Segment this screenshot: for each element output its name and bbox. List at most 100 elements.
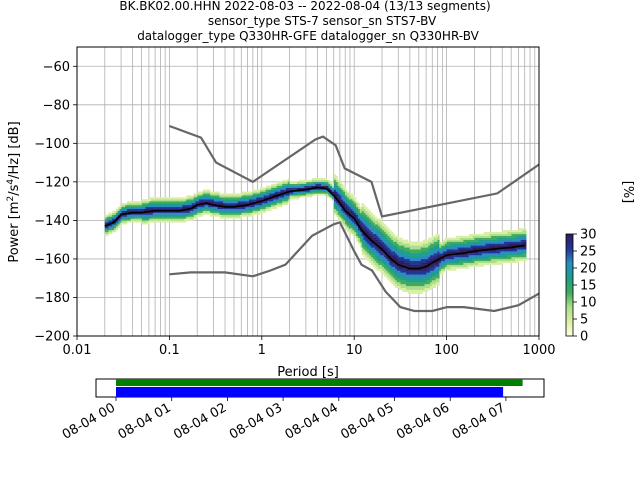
heatmap-cell bbox=[169, 197, 172, 200]
heatmap-cell bbox=[468, 245, 472, 248]
heatmap-cell bbox=[361, 235, 364, 238]
heatmap-cell bbox=[143, 214, 146, 217]
heatmap-cell bbox=[491, 251, 494, 254]
heatmap-cell bbox=[324, 181, 327, 184]
heatmap-cell bbox=[302, 191, 305, 194]
heatmap-cell bbox=[152, 206, 156, 210]
heatmap-cell bbox=[271, 197, 274, 200]
heatmap-cell bbox=[345, 201, 348, 204]
heatmap-cell bbox=[372, 214, 375, 217]
heatmap-cell bbox=[524, 228, 527, 231]
heatmap-cell bbox=[193, 214, 196, 217]
heatmap-cell bbox=[394, 255, 398, 258]
heatmap-cell bbox=[524, 237, 527, 240]
heatmap-cell bbox=[383, 243, 387, 246]
heatmap-cell bbox=[125, 216, 128, 219]
heatmap-cell bbox=[478, 237, 481, 240]
heatmap-cell bbox=[204, 212, 207, 215]
heatmap-cell bbox=[378, 262, 381, 265]
heatmap-cell bbox=[226, 197, 229, 200]
heatmap-cell bbox=[138, 214, 141, 217]
heatmap-cell bbox=[117, 212, 120, 215]
heatmap-cell bbox=[428, 241, 431, 244]
heatmap-cell bbox=[248, 212, 252, 215]
heatmap-cell bbox=[441, 243, 444, 246]
heatmap-cell bbox=[330, 185, 333, 188]
heatmap-cell bbox=[409, 278, 412, 281]
heatmap-cell bbox=[398, 287, 401, 290]
heatmap-cell bbox=[522, 249, 525, 252]
heatmap-cell bbox=[139, 212, 143, 215]
heatmap-cell bbox=[398, 251, 401, 254]
heatmap-cell bbox=[219, 197, 222, 200]
heatmap-cell bbox=[269, 204, 272, 208]
heatmap-cell bbox=[520, 233, 523, 237]
heatmap-cell bbox=[239, 208, 242, 211]
heatmap-cell bbox=[448, 243, 451, 246]
heatmap-cell bbox=[391, 257, 394, 260]
heatmap-cell bbox=[280, 191, 283, 194]
heatmap-cell bbox=[498, 243, 501, 246]
heatmap-cell bbox=[191, 199, 194, 202]
heatmap-cell bbox=[516, 241, 520, 244]
heatmap-cell bbox=[208, 189, 211, 192]
heatmap-cell bbox=[383, 274, 387, 277]
heatmap-cell bbox=[206, 212, 209, 215]
heatmap-cell bbox=[383, 255, 387, 258]
heatmap-cell bbox=[330, 181, 333, 184]
heatmap-cell bbox=[213, 210, 216, 213]
heatmap-cell bbox=[400, 278, 403, 281]
heatmap-cell bbox=[439, 258, 442, 262]
heatmap-cell bbox=[435, 251, 438, 254]
heatmap-cell bbox=[448, 251, 451, 254]
heatmap-cell bbox=[265, 197, 268, 200]
heatmap-cell bbox=[439, 266, 442, 269]
heatmap-cell bbox=[199, 195, 202, 198]
heatmap-cell bbox=[481, 239, 484, 242]
heatmap-cell bbox=[254, 189, 257, 192]
heatmap-cell bbox=[387, 278, 390, 281]
heatmap-cell bbox=[372, 235, 375, 238]
heatmap-cell bbox=[431, 243, 435, 246]
heatmap-cell bbox=[204, 189, 207, 192]
heatmap-cell bbox=[210, 201, 213, 204]
heatmap-cell bbox=[457, 237, 460, 240]
heatmap-cell bbox=[319, 178, 322, 181]
heatmap-cell bbox=[365, 212, 368, 215]
heatmap-cell bbox=[252, 204, 255, 208]
heatmap-cell bbox=[502, 260, 505, 263]
heatmap-cell bbox=[411, 276, 414, 279]
heatmap-cell bbox=[369, 228, 372, 231]
heatmap-cell bbox=[187, 203, 191, 206]
heatmap-cell bbox=[455, 243, 459, 246]
heatmap-cell bbox=[431, 241, 435, 244]
heatmap-cell bbox=[402, 274, 405, 277]
heatmap-cell bbox=[492, 231, 496, 235]
heatmap-cell bbox=[354, 201, 357, 204]
heatmap-cell bbox=[348, 199, 351, 202]
heatmap-cell bbox=[160, 204, 163, 208]
heatmap-cell bbox=[348, 197, 351, 200]
x-axis: 0.01 0.1 1 10 100 1000 bbox=[63, 336, 556, 358]
heatmap-cell bbox=[468, 249, 472, 252]
heatmap-cell bbox=[374, 253, 377, 256]
heatmap-cell bbox=[394, 243, 398, 246]
heatmap-cell bbox=[352, 231, 355, 235]
heatmap-cell bbox=[435, 276, 438, 279]
heatmap-cell bbox=[433, 264, 436, 267]
heatmap-cell bbox=[402, 257, 405, 260]
heatmap-cell bbox=[376, 253, 379, 256]
heatmap-cell bbox=[282, 199, 285, 202]
heatmap-cell bbox=[333, 174, 337, 177]
heatmap-cell bbox=[332, 187, 335, 190]
heatmap-cell bbox=[224, 197, 228, 200]
heatmap-cell bbox=[182, 204, 185, 208]
heatmap-cell bbox=[424, 251, 427, 254]
heatmap-cell bbox=[239, 214, 242, 217]
heatmap-cell bbox=[276, 203, 279, 206]
heatmap-cell bbox=[147, 201, 150, 204]
heatmap-cell bbox=[406, 241, 409, 244]
heatmap-cell bbox=[522, 230, 525, 233]
heatmap-cell bbox=[383, 268, 387, 271]
heatmap-cell bbox=[282, 179, 285, 183]
